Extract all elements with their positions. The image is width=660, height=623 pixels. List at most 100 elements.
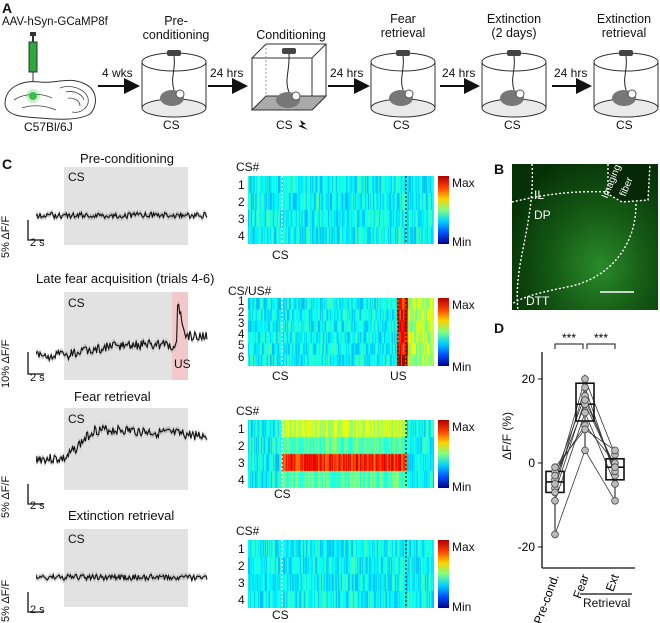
trace-title: Late fear acquisition (trials 4-6) (36, 271, 215, 286)
colorbar-max: Max (452, 176, 475, 190)
box (575, 382, 595, 422)
subject-point (581, 396, 589, 404)
row-label: 5 (238, 340, 245, 352)
box (605, 458, 625, 481)
significance-bracket (554, 343, 584, 349)
row-label: 6 (238, 352, 245, 364)
colorbar (438, 176, 449, 244)
heatmap-canvas (248, 298, 434, 366)
mean-trace (36, 303, 208, 363)
virus-label: AAV-hSyn-GCaMP8f (2, 16, 108, 28)
colorbar (438, 298, 449, 366)
stage-cs-2: CS (276, 118, 293, 132)
row-label: 3 (238, 456, 245, 470)
cylinder-cage-4 (593, 50, 659, 118)
sem-band (36, 301, 207, 364)
dff-scale: 5% ΔF/F (0, 579, 12, 622)
shock-icon (298, 120, 308, 130)
row-label: 2 (238, 307, 245, 319)
heatmap-canvas (248, 420, 434, 488)
row-label: 4 (238, 329, 245, 341)
heatmap-header: CS# (236, 524, 260, 538)
dff-trace (36, 422, 208, 467)
category-label: Pre-cond. (531, 572, 562, 623)
colorbar-min: Min (452, 360, 472, 374)
subject-point (611, 463, 619, 472)
cs-onset-lines (281, 540, 407, 608)
scale-bar (27, 484, 44, 505)
heatmap-cs-label: CS (272, 369, 289, 383)
cs-shade (64, 408, 188, 490)
heatmap-header: CS# (236, 404, 260, 418)
scale-bar (27, 592, 44, 613)
row-label: 4 (238, 473, 245, 487)
cs-label: CS (68, 532, 85, 546)
mean-trace (36, 423, 208, 466)
us-label: US (174, 357, 191, 371)
heatmap-canvas (248, 176, 434, 244)
heatmap-canvas (248, 540, 434, 608)
trace-title: Extinction retrieval (68, 508, 175, 523)
syringe-icon (28, 32, 38, 94)
scale-bar (27, 220, 44, 241)
arrow-label-5: 24 hrs (554, 66, 588, 80)
row-label: 4 (238, 593, 245, 607)
arrow-label-4: 24 hrs (442, 66, 476, 80)
time-scale: 2 s (30, 500, 45, 512)
dff-trace (36, 209, 208, 222)
y-tick-label: 20 (522, 372, 536, 386)
colorbar-max: Max (452, 420, 475, 434)
stage-title-extinction: Extinction (2 days) (486, 12, 542, 40)
dff-trace (36, 571, 208, 584)
sem-band (36, 422, 207, 467)
panel-a-letter: A (2, 0, 13, 16)
dff-scale: 10% ΔF/F (0, 339, 12, 388)
stage-title-extinction-retrieval: Extinction retrieval (596, 12, 652, 40)
colorbar-max: Max (452, 298, 475, 312)
subject-point (581, 408, 589, 417)
colorbar-min: Min (452, 600, 472, 614)
subject-point (581, 375, 589, 383)
heatmap-cs-label: CS (272, 248, 289, 262)
subject-point (551, 471, 559, 480)
heatmap-cs-label: CS (274, 487, 291, 501)
subject-point (581, 383, 589, 392)
time-scale: 2 s (30, 237, 45, 249)
arrow-label-1: 4 wks (102, 66, 133, 80)
subject-point (611, 446, 619, 455)
subject-point (551, 497, 559, 505)
dff-scale: 5% ΔF/F (0, 475, 12, 518)
significance-label: *** (562, 331, 576, 345)
cs-label: CS (68, 296, 85, 310)
row-label: 4 (238, 229, 245, 243)
heatmap-header: CS# (236, 160, 260, 174)
subject-point (611, 480, 619, 488)
micrograph-outlines (512, 164, 651, 310)
subject-point (551, 530, 559, 539)
dff-trace (36, 301, 208, 364)
row-label: 1 (238, 542, 245, 556)
colorbar (438, 420, 449, 488)
row-label: 2 (238, 559, 245, 573)
cylinder-cage-2 (370, 50, 436, 118)
colorbar (438, 540, 449, 608)
y-tick-label: 0 (528, 456, 535, 470)
stage-title-pre-conditioning: Pre- conditioning (142, 14, 210, 42)
row-label: 3 (238, 318, 245, 330)
panel-b-letter: B (494, 161, 505, 177)
panel-d-letter: D (494, 320, 505, 336)
subject-point (581, 446, 589, 455)
stage-title-fear-retrieval: Fear retrieval (380, 12, 426, 40)
conditioning-box (250, 43, 328, 111)
row-label: 2 (238, 439, 245, 453)
dff-scale: 5% ΔF/F (0, 215, 12, 258)
region-label-dp: DP (534, 208, 551, 222)
stage-cs-5: CS (616, 118, 633, 132)
significance-label: *** (594, 331, 608, 345)
cs-onset-lines (281, 420, 407, 488)
cs-label: CS (68, 170, 85, 184)
row-label: 1 (238, 422, 245, 436)
cs-shade (64, 529, 188, 607)
arrow-label-2: 24 hrs (210, 66, 244, 80)
